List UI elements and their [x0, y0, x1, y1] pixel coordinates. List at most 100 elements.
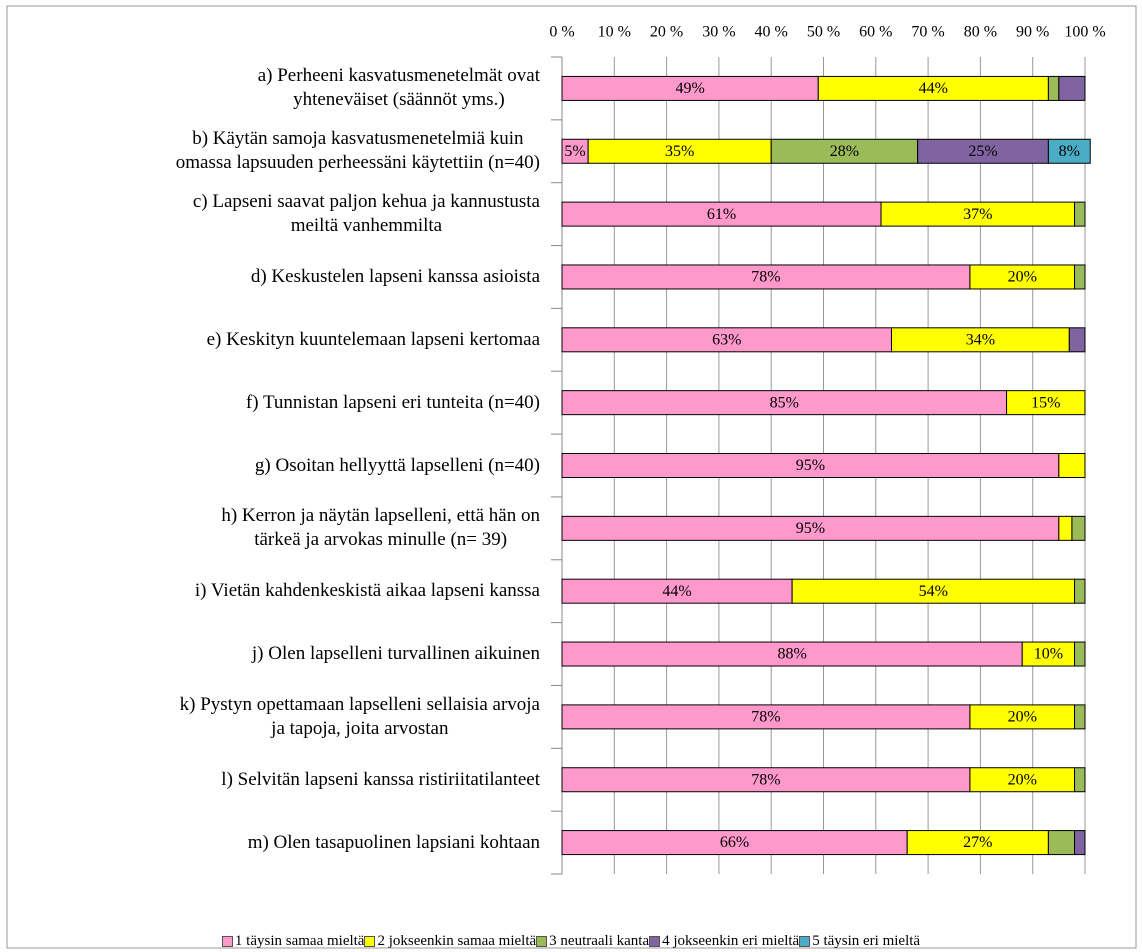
bar-segment	[561, 453, 1060, 478]
x-tick-label: 10 %	[598, 24, 631, 41]
x-tick-label: 90 %	[1016, 24, 1049, 41]
bar-segment	[1047, 75, 1060, 101]
category-label: h) Kerron ja näytän lapselleni, että hän…	[221, 505, 540, 551]
data-label: 37%	[963, 206, 992, 223]
legend-label: 4 jokseenkin eri mieltä	[662, 933, 800, 949]
data-label: 15%	[1031, 394, 1060, 411]
category-label: k) Pystyn opettamaan lapselleni sellaisi…	[179, 693, 540, 739]
bar-segment	[561, 767, 971, 793]
category-label: j) Olen lapselleni turvallinen aikuinen	[251, 643, 540, 665]
data-label: 10%	[1034, 646, 1063, 663]
x-tick-label: 60 %	[859, 24, 892, 41]
legend-swatch	[364, 936, 376, 947]
category-label: d) Keskustelen lapseni kanssa asioista	[250, 265, 540, 287]
data-label: 25%	[968, 143, 997, 160]
data-label: 95%	[796, 520, 825, 537]
bar-segment	[561, 830, 908, 856]
data-label: 63%	[712, 331, 741, 348]
bar-segment	[587, 138, 772, 164]
data-label: 88%	[777, 646, 806, 663]
x-tick-label: 30 %	[702, 24, 735, 41]
legend-item: 3 neutraali kanta	[536, 933, 649, 950]
legend-swatch	[649, 936, 661, 947]
data-label: 85%	[770, 394, 799, 411]
category-label: a) Perheeni kasvatusmenetelmät ovat yhte…	[257, 65, 540, 111]
bar-segment	[561, 704, 971, 730]
legend-label: 2 jokseenkin samaa mieltä	[377, 933, 537, 949]
x-tick-label: 80 %	[964, 24, 997, 41]
bar-segment	[1058, 75, 1086, 101]
legend-swatch	[221, 936, 233, 947]
data-label: 35%	[665, 143, 694, 160]
bar-segment	[890, 327, 1070, 353]
data-label: 34%	[966, 331, 995, 348]
data-label: 20%	[1008, 709, 1037, 726]
bar-segment	[1058, 515, 1073, 541]
category-label: b) Käytän samoja kasvatusmenetelmiä kuin…	[175, 128, 540, 174]
data-label: 54%	[919, 583, 948, 600]
bar-segment	[561, 264, 971, 290]
chart-border	[6, 5, 1137, 949]
bar-segment	[1071, 515, 1086, 541]
bar-segment	[1058, 453, 1086, 478]
bar-segment	[1074, 704, 1086, 730]
data-label: 20%	[1008, 771, 1037, 788]
legend-swatch	[536, 936, 548, 947]
bar-segment	[1047, 138, 1091, 164]
category-label: l) Selvitän lapseni kanssa ristiriitatil…	[221, 768, 540, 790]
bar-segment	[880, 201, 1076, 227]
data-label: 28%	[830, 143, 859, 160]
data-label: 61%	[707, 206, 736, 223]
data-label: 27%	[963, 834, 992, 851]
bar-segment	[1006, 390, 1086, 416]
bar-segment	[1074, 264, 1086, 290]
bar-segment	[917, 138, 1049, 164]
data-label: 78%	[751, 709, 780, 726]
data-label: 66%	[720, 834, 749, 851]
bar-segment	[1074, 201, 1086, 227]
bar-segment	[1074, 830, 1086, 856]
bar-segment	[561, 138, 589, 164]
category-label: f) Tunnistan lapseni eri tunteita (n=40)	[245, 391, 540, 413]
bar-segment	[1068, 327, 1086, 353]
bar-segment	[969, 264, 1076, 290]
data-label: 44%	[662, 583, 691, 600]
x-tick-label: 20 %	[650, 24, 683, 41]
legend-item: 2 jokseenkin samaa mieltä	[364, 933, 536, 950]
data-label: 44%	[919, 80, 948, 97]
data-label: 49%	[675, 80, 704, 97]
data-label: 8%	[1059, 143, 1080, 160]
x-tick-label: 100 %	[1064, 24, 1105, 41]
bar-segment	[969, 704, 1076, 730]
legend-label: 5 täysin eri mieltä	[812, 933, 921, 949]
bar-segment	[561, 327, 892, 353]
data-label: 5%	[564, 143, 585, 160]
bar-segment	[969, 767, 1076, 793]
data-label: 78%	[751, 771, 780, 788]
x-tick-label: 70 %	[911, 24, 944, 41]
data-label: 20%	[1008, 269, 1037, 286]
legend-item: 1 täysin samaa mieltä	[221, 933, 364, 950]
bar-segment	[561, 75, 819, 101]
category-label: m) Olen tasapuolinen lapsiani kohtaan	[247, 831, 540, 853]
bar-segment	[561, 641, 1023, 667]
legend-swatch	[799, 936, 811, 947]
bar-segment	[1074, 641, 1086, 667]
bar-segment	[561, 390, 1008, 416]
bar-segment	[1047, 830, 1076, 856]
x-tick-label: 0 %	[549, 24, 574, 41]
legend-label: 3 neutraali kanta	[549, 933, 650, 949]
bar-segment	[817, 75, 1049, 101]
legend-item: 4 jokseenkin eri mieltä	[649, 933, 799, 950]
bar-segment	[561, 515, 1060, 541]
bar-segment	[561, 201, 882, 227]
category-label: e) Keskityn kuuntelemaan lapseni kertoma…	[206, 328, 540, 350]
bar-segment	[1074, 578, 1086, 604]
category-label: c) Lapseni saavat paljon kehua ja kannus…	[192, 191, 540, 237]
category-label: g) Osoitan hellyyttä lapselleni (n=40)	[254, 454, 540, 476]
bar-segment	[1074, 767, 1086, 793]
legend: 1 täysin samaa mieltä 2 jokseenkin samaa …	[0, 933, 1142, 950]
data-label: 95%	[796, 457, 825, 474]
x-tick-label: 50 %	[807, 24, 840, 41]
